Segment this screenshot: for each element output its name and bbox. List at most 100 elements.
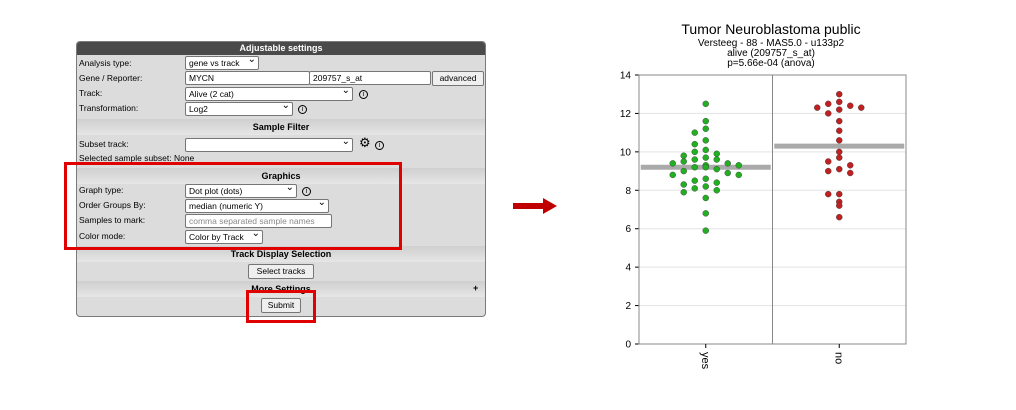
chart-subtitle-1: Versteeg - 88 - MAS5.0 - u133p2: [698, 38, 845, 49]
data-point: [702, 164, 709, 171]
graphics-highlight-box: [64, 162, 402, 250]
data-point: [836, 154, 843, 161]
data-point: [825, 158, 832, 165]
order-groups-label: Order Groups By:: [79, 200, 146, 210]
analysis-type-label: Analysis type:: [79, 58, 132, 68]
transformation-label: Transformation:: [79, 103, 139, 113]
data-point: [825, 100, 832, 108]
data-point: [836, 98, 843, 106]
track-select[interactable]: Alive (2 cat): [185, 87, 353, 101]
data-point: [713, 179, 720, 186]
track-info-icon[interactable]: i: [359, 90, 368, 99]
samples-mark-label: Samples to mark:: [79, 215, 146, 225]
data-point: [680, 181, 687, 188]
subset-info-icon[interactable]: i: [375, 141, 384, 150]
y-tick-label: 8: [625, 186, 631, 197]
data-point: [691, 185, 698, 192]
data-point: [825, 110, 832, 117]
data-point: [836, 117, 843, 125]
data-point: [691, 177, 698, 184]
data-point: [836, 213, 843, 221]
data-point: [702, 125, 709, 133]
data-point: [825, 167, 832, 175]
data-point: [669, 160, 676, 167]
data-point: [836, 91, 843, 98]
analysis-type-select[interactable]: gene vs track: [185, 56, 259, 70]
samples-mark-input[interactable]: comma separated sample names: [185, 214, 332, 228]
data-point: [702, 194, 709, 202]
data-point: [702, 154, 709, 161]
data-point: [836, 202, 843, 209]
y-tick-label: 0: [625, 340, 631, 351]
data-point: [825, 190, 832, 198]
data-point: [680, 167, 687, 175]
data-point: [836, 127, 843, 134]
graph-type-select[interactable]: Dot plot (dots): [185, 184, 297, 198]
select-tracks-button[interactable]: Select tracks: [248, 264, 314, 279]
x-tick-label: yes: [699, 352, 711, 370]
settings-panel: Adjustable settings Analysis type: gene …: [76, 41, 486, 317]
data-point: [691, 156, 698, 163]
y-tick-label: 12: [620, 109, 632, 120]
transformation-info-icon[interactable]: i: [298, 105, 307, 114]
settings-title: Adjustable settings: [77, 42, 485, 55]
graph-type-info-icon[interactable]: i: [302, 187, 311, 196]
data-point: [691, 148, 698, 156]
reporter-input[interactable]: 209757_s_at: [309, 71, 431, 85]
submit-button[interactable]: Submit: [261, 298, 301, 313]
subset-track-select[interactable]: [185, 138, 353, 152]
data-point: [836, 148, 843, 156]
gear-icon[interactable]: ⚙: [359, 135, 371, 150]
data-point: [680, 152, 687, 159]
data-point: [836, 106, 843, 113]
track-label: Track:: [79, 88, 103, 98]
more-settings-header[interactable]: More Settings: [77, 281, 485, 297]
data-point: [713, 165, 720, 173]
data-point: [702, 117, 709, 125]
expand-icon[interactable]: +: [473, 283, 479, 293]
data-point: [735, 162, 742, 169]
data-point: [680, 189, 687, 196]
data-point: [702, 175, 709, 182]
chart-subtitle-3: p=5.66e-04 (anova): [727, 58, 815, 69]
data-point: [836, 190, 843, 198]
data-point: [713, 156, 720, 163]
advanced-button[interactable]: advanced: [432, 71, 484, 86]
gene-reporter-label: Gene / Reporter:: [79, 73, 143, 83]
data-point: [735, 171, 742, 179]
data-point: [702, 100, 709, 108]
data-point: [691, 164, 698, 171]
chart-subtitle-2: alive (209757_s_at): [727, 48, 815, 59]
arrow-icon: [513, 198, 557, 214]
transformation-select[interactable]: Log2: [185, 102, 293, 116]
chart-title: Tumor Neuroblastoma public: [681, 21, 860, 37]
data-point: [680, 158, 687, 165]
y-tick-label: 4: [625, 263, 631, 274]
y-tick-label: 2: [625, 301, 631, 312]
gene-input[interactable]: MYCN: [185, 71, 310, 85]
data-point: [702, 146, 709, 154]
color-mode-label: Color mode:: [79, 231, 126, 241]
sample-filter-header: Sample Filter: [77, 119, 485, 135]
data-point: [691, 129, 698, 136]
data-point: [836, 165, 843, 173]
data-point: [858, 104, 865, 111]
data-point: [847, 162, 854, 169]
order-groups-select[interactable]: median (numeric Y): [185, 199, 329, 213]
data-point: [814, 104, 821, 111]
graph-type-label: Graph type:: [79, 185, 124, 195]
data-point: [702, 183, 709, 190]
color-mode-select[interactable]: Color by Track: [185, 230, 263, 244]
data-point: [713, 187, 720, 194]
y-tick-label: 14: [620, 71, 632, 82]
x-tick-label: no: [832, 352, 844, 364]
data-point: [702, 227, 709, 234]
y-tick-label: 6: [625, 224, 631, 235]
submit-highlight-box: [246, 290, 316, 323]
data-point: [691, 140, 698, 148]
data-point: [847, 169, 854, 177]
data-point: [836, 137, 843, 144]
data-point: [702, 210, 709, 217]
data-point: [724, 160, 731, 167]
track-display-header: Track Display Selection: [77, 246, 485, 262]
